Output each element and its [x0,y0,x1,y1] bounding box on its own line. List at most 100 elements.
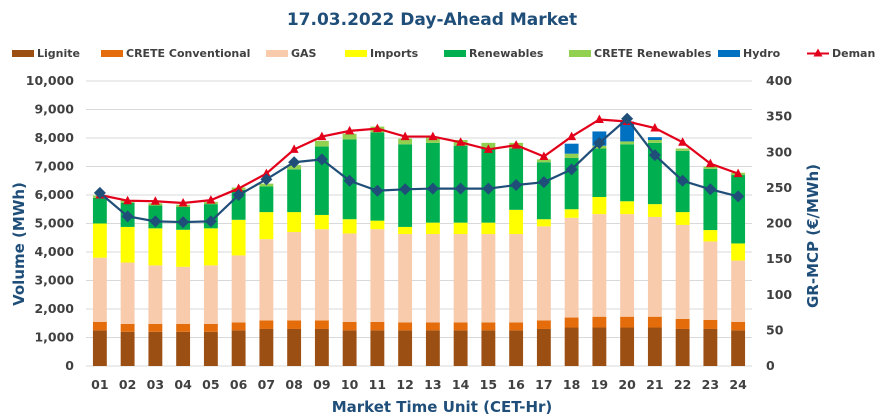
bar-segment [509,322,524,331]
bar-segment [120,331,135,366]
demand-marker [234,183,244,192]
demand-marker [678,137,688,146]
mcp-marker [454,182,467,195]
y2-tick-label: 300 [766,144,792,159]
legend-swatch [266,50,288,57]
bar-segment [120,323,135,332]
bar-segment [259,320,274,329]
x-tick-label: 02 [119,377,136,392]
y2-tick-label: 350 [766,109,792,124]
y-tick-label: 1,000 [34,330,74,345]
series-lines [93,112,745,229]
bar-segment [120,262,135,324]
x-tick-label: 23 [702,377,719,392]
bar-segment [176,229,191,267]
demand-marker [317,131,327,141]
mcp-marker [426,182,439,195]
bar-segment [176,266,191,324]
bar-segment [453,234,468,323]
bar-segment [675,328,690,366]
x-tick-label: 06 [230,377,248,392]
bar-segment [176,331,191,366]
y2-tick-label: 400 [766,73,792,88]
bar-segment [620,327,635,366]
y2-tick-label: 100 [766,287,792,302]
bar-segment [731,330,746,366]
bar-segment [92,197,107,224]
mcp-marker [676,174,689,187]
series-line [99,118,739,205]
bar-segment [287,328,302,366]
legend-label: Renewables [469,47,544,60]
legend-label: GAS [291,47,317,60]
legend-label: Lignite [37,47,80,60]
bar-segment [564,209,579,218]
demand-marker [206,195,216,204]
y-tick-label: 3,000 [34,273,74,288]
y-tick-label: 8,000 [34,130,74,145]
series-line [99,117,739,224]
bar-segment [148,331,163,366]
bar-segment [620,214,635,317]
bar-segment [203,323,218,332]
bar-segment [536,162,551,220]
bar-segment [148,228,163,266]
bar-segment [620,121,635,142]
bar-segment [342,321,357,331]
x-tick-label: 24 [729,377,747,392]
bar-segment [647,327,662,366]
bar-segment [342,133,357,140]
x-tick-label: 09 [313,377,330,392]
demand-marker [539,151,549,161]
bar-segment [148,323,163,332]
bar-segment [342,219,357,234]
bar-segment [675,318,690,329]
y-tick-label: 0 [65,358,74,373]
legend-label: Imports [370,47,419,60]
x-tick-label: 01 [91,377,108,392]
bar-segment [92,321,107,331]
bar-segment [342,233,357,322]
mcp-marker [93,186,106,199]
y-tick-label: 4,000 [34,244,74,259]
demand-marker [733,168,743,178]
y2-tick-label: 150 [766,251,792,266]
bar-segment [564,217,579,318]
y-tick-label: 5,000 [34,216,74,231]
bar-segment [314,320,329,329]
y2-tick-label: 0 [766,358,775,373]
bar-segment [620,144,635,202]
bar-segment [731,260,746,322]
demand-marker [400,131,410,141]
bar-segment [703,166,718,169]
mcp-marker [399,183,412,196]
mcp-marker [232,189,245,201]
y2-axis-title: GR-MCP (€/MWh) [804,164,822,308]
bar-segment [120,226,135,263]
bar-segment [342,330,357,366]
y-axis-title: Volume (MWh) [10,182,28,306]
bar-segment [703,241,718,320]
bar-segment [481,322,496,331]
demand-marker [567,131,577,141]
bar-segment [287,169,302,213]
demand-marker [150,196,160,205]
mcp-marker [565,163,578,176]
demand-marker [428,131,438,141]
x-tick-label: 13 [424,377,441,392]
bar-segment [536,226,551,321]
bar-segment [731,175,746,244]
x-tick-label: 20 [618,377,636,392]
bar-segment [398,234,413,323]
bar-segment [231,322,246,331]
x-tick-label: 17 [535,377,552,392]
bar-segment [481,330,496,366]
bar-segment [453,330,468,366]
demand-marker [261,168,271,178]
bar-segment [203,228,218,266]
bar-segment [647,204,662,217]
legend-swatch [718,50,740,57]
x-axis-title: Market Time Unit (CET-Hr) [332,398,553,416]
legend-swatch [444,50,466,57]
y-tick-label: 6,000 [34,187,74,202]
